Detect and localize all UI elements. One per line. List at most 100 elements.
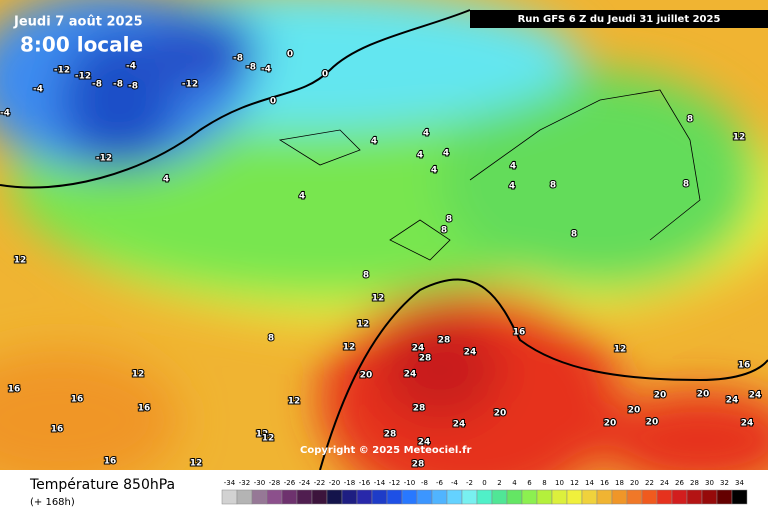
contour-label: 8 <box>446 215 452 225</box>
contour-label: 4 <box>163 175 169 185</box>
scale-swatch <box>326 489 343 505</box>
scale-swatch <box>491 489 508 505</box>
contour-label: 8 <box>268 334 274 344</box>
contour-label: 16 <box>71 395 84 405</box>
scale-label: 30 <box>705 479 714 487</box>
scale-swatch <box>656 489 673 505</box>
scale-swatch <box>386 489 403 505</box>
scale-swatch <box>671 489 688 505</box>
contour-label: 8 <box>550 181 556 191</box>
scale-swatch <box>596 489 613 505</box>
contour-label: 12 <box>372 294 385 304</box>
scale-label: 12 <box>570 479 579 487</box>
contour-label: 24 <box>726 396 739 406</box>
contour-label: -8 <box>233 54 243 64</box>
scale-swatch <box>521 489 538 505</box>
scale-label: 6 <box>527 479 532 487</box>
contour-label: 24 <box>749 391 762 401</box>
contour-label: 24 <box>741 419 754 429</box>
contour-label: 16 <box>513 328 526 338</box>
contour-label: 16 <box>104 457 117 467</box>
scale-swatch <box>476 489 493 505</box>
scale-swatch <box>731 489 748 505</box>
contour-label: 20 <box>654 391 667 401</box>
copyright: Copyright © 2025 Meteociel.fr <box>300 445 471 456</box>
scale-label: 10 <box>555 479 564 487</box>
contour-label: -12 <box>96 154 112 164</box>
contour-label: -12 <box>182 80 198 90</box>
contour-label: 28 <box>412 460 425 470</box>
contour-label: 8 <box>441 226 447 236</box>
contour-label: 4 <box>423 129 429 139</box>
scale-swatch <box>266 489 283 505</box>
contour-label: 0 <box>322 70 328 80</box>
scale-label: -8 <box>421 479 428 487</box>
scale-swatch <box>356 489 373 505</box>
contour-label: -8 <box>113 80 123 90</box>
contour-label: -12 <box>54 66 70 76</box>
run-banner <box>470 10 768 28</box>
scale-label: -10 <box>404 479 415 487</box>
contour-label: 12 <box>262 434 275 444</box>
contour-label: 20 <box>604 419 617 429</box>
contour-label: 20 <box>697 390 710 400</box>
contour-label: 4 <box>509 182 515 192</box>
contour-label: -4 <box>261 65 271 75</box>
valid-date: Jeudi 7 août 2025 <box>13 15 143 30</box>
contour-label: 28 <box>438 336 451 346</box>
scale-swatch <box>281 489 298 505</box>
scale-label: 18 <box>615 479 624 487</box>
contour-label: 12 <box>256 430 269 440</box>
scale-swatch <box>536 489 553 505</box>
scale-label: 0 <box>482 479 486 487</box>
scale-swatch <box>311 489 328 505</box>
scale-label: 2 <box>497 479 501 487</box>
scale-swatch <box>251 489 268 505</box>
contour-label: 4 <box>510 162 516 172</box>
valid-time: 8:00 locale <box>20 33 143 57</box>
contour-label: 8 <box>687 115 693 125</box>
scale-label: 20 <box>630 479 639 487</box>
scale-swatch <box>221 489 238 505</box>
scale-label: 14 <box>585 479 594 487</box>
contour-label: 24 <box>464 348 477 358</box>
contour-label: 4 <box>431 166 437 176</box>
contour-label: 12 <box>288 397 301 407</box>
scale-label: 8 <box>542 479 546 487</box>
scale-label: 28 <box>690 479 699 487</box>
contour-label: 24 <box>412 344 425 354</box>
contour-label: 20 <box>360 371 373 381</box>
scale-label: -14 <box>374 479 386 487</box>
scale-label: -22 <box>314 479 325 487</box>
scale-swatch <box>566 489 583 505</box>
scale-label: 34 <box>735 479 744 487</box>
contour-label: -8 <box>128 82 138 92</box>
scale-swatch <box>236 489 253 505</box>
contour-label: -4 <box>126 62 136 72</box>
contour-label: -8 <box>246 63 256 73</box>
contour-label: 8 <box>683 180 689 190</box>
scale-swatch <box>506 489 523 505</box>
contour-label: 4 <box>371 137 377 147</box>
contour-label: -12 <box>75 72 91 82</box>
contour-label: 8 <box>571 230 577 240</box>
scale-swatch <box>641 489 658 505</box>
contour-label: 12 <box>14 256 27 266</box>
contour-label: 12 <box>614 345 627 355</box>
scale-label: 16 <box>600 479 609 487</box>
contour-label: 8 <box>363 271 369 281</box>
contour-label: 28 <box>413 404 426 414</box>
contour-label: 20 <box>494 409 507 419</box>
scale-swatch <box>416 489 433 505</box>
scale-label: -6 <box>436 479 444 487</box>
scale-label: -32 <box>239 479 250 487</box>
contour-label: -8 <box>92 80 102 90</box>
scale-label: -26 <box>284 479 296 487</box>
scale-swatch <box>401 489 418 505</box>
contour-label: 24 <box>404 370 417 380</box>
contour-label: 12 <box>190 459 203 469</box>
contour-label: 12 <box>132 370 145 380</box>
scale-swatch <box>431 489 448 505</box>
run-info: Run GFS 6 Z du Jeudi 31 juillet 2025 <box>518 14 721 25</box>
